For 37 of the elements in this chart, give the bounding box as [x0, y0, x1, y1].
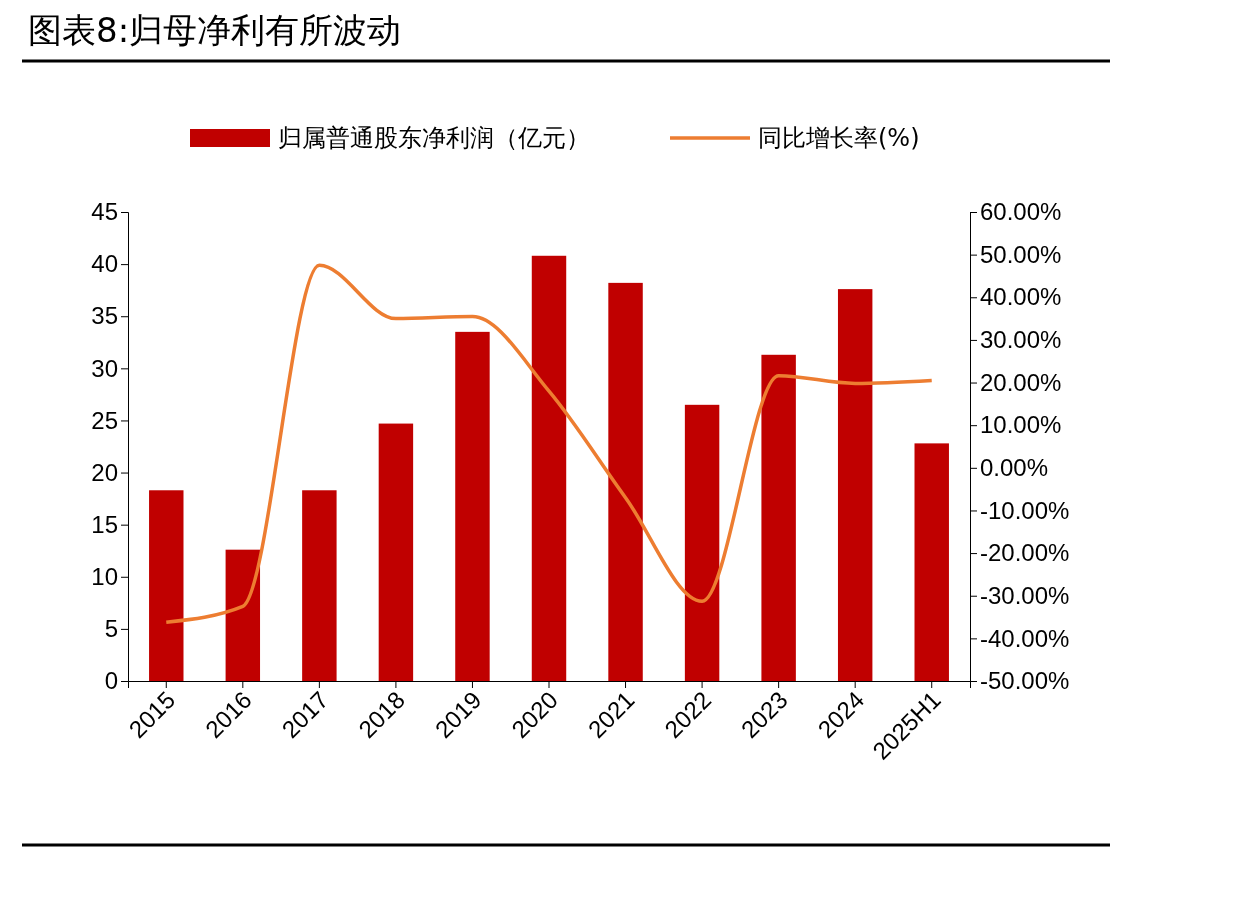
y2-tick-label: -40.00% — [980, 624, 1070, 652]
y2-tick-label: 20.00% — [980, 368, 1062, 396]
bar — [149, 490, 184, 681]
bar — [225, 549, 261, 681]
y2-tick-label: -10.00% — [980, 496, 1070, 524]
legend-label: 归属普通股东净利润（亿元） — [278, 124, 590, 152]
bar — [608, 282, 643, 681]
y-tick-label: 45 — [91, 198, 118, 226]
y2-tick-label: -30.00% — [980, 581, 1070, 609]
y2-tick-label: 60.00% — [980, 198, 1062, 226]
bar — [684, 404, 720, 681]
y2-tick-label: 40.00% — [980, 283, 1062, 311]
y-tick-label: 40 — [91, 250, 118, 278]
bar — [302, 490, 337, 681]
legend-label: 同比增长率(%) — [758, 124, 920, 152]
y-tick-label: 15 — [91, 510, 118, 538]
bar — [914, 443, 949, 681]
bar — [531, 255, 567, 681]
y2-tick-label: 10.00% — [980, 411, 1062, 439]
bar — [455, 331, 490, 681]
y-tick-label: 5 — [104, 615, 118, 643]
bar — [378, 423, 414, 681]
y-tick-label: 20 — [91, 458, 118, 486]
bar — [837, 289, 873, 681]
line-series — [164, 263, 934, 624]
y2-tick-label: -20.00% — [980, 539, 1070, 567]
y2-tick-label: 0.00% — [980, 454, 1049, 481]
y-tick-label: 35 — [91, 302, 118, 330]
y2-tick-label: 50.00% — [980, 240, 1062, 268]
y-tick-label: 0 — [104, 667, 118, 695]
y-tick-label: 30 — [91, 354, 118, 382]
chart-title: 图表8:归母净利有所波动 — [28, 10, 402, 50]
y2-tick-label: -50.00% — [980, 667, 1070, 695]
y-tick-label: 25 — [91, 406, 118, 434]
y2-tick-label: 30.00% — [980, 326, 1062, 354]
y-tick-label: 10 — [91, 562, 118, 590]
bar — [761, 354, 796, 681]
